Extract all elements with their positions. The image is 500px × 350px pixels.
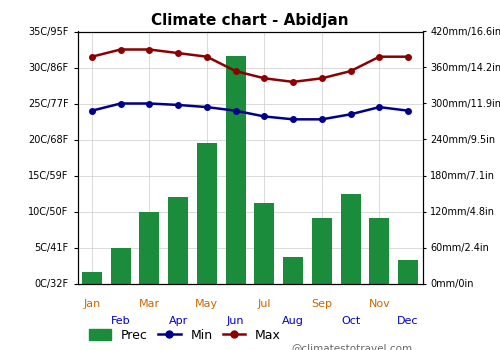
Legend: Prec, Min, Max: Prec, Min, Max: [84, 323, 286, 346]
Text: Jun: Jun: [227, 316, 244, 326]
Text: Aug: Aug: [282, 316, 304, 326]
Text: Sep: Sep: [312, 299, 332, 309]
Bar: [340, 194, 360, 284]
Bar: [110, 247, 130, 284]
Text: Nov: Nov: [368, 299, 390, 309]
Bar: [398, 259, 418, 284]
Bar: [283, 257, 303, 284]
Text: Oct: Oct: [341, 316, 360, 326]
Text: May: May: [196, 299, 218, 309]
Bar: [82, 272, 102, 284]
Bar: [168, 196, 188, 284]
Bar: [370, 217, 390, 284]
Bar: [197, 142, 217, 284]
Text: Mar: Mar: [139, 299, 160, 309]
Bar: [254, 203, 274, 284]
Bar: [140, 211, 160, 284]
Bar: [226, 56, 246, 284]
Text: Jan: Jan: [83, 299, 100, 309]
Text: @climatestotravel.com: @climatestotravel.com: [292, 343, 412, 350]
Text: Jul: Jul: [258, 299, 271, 309]
Bar: [312, 217, 332, 284]
Text: Apr: Apr: [168, 316, 188, 326]
Title: Climate chart - Abidjan: Climate chart - Abidjan: [151, 13, 349, 28]
Text: Dec: Dec: [398, 316, 419, 326]
Text: Feb: Feb: [111, 316, 130, 326]
